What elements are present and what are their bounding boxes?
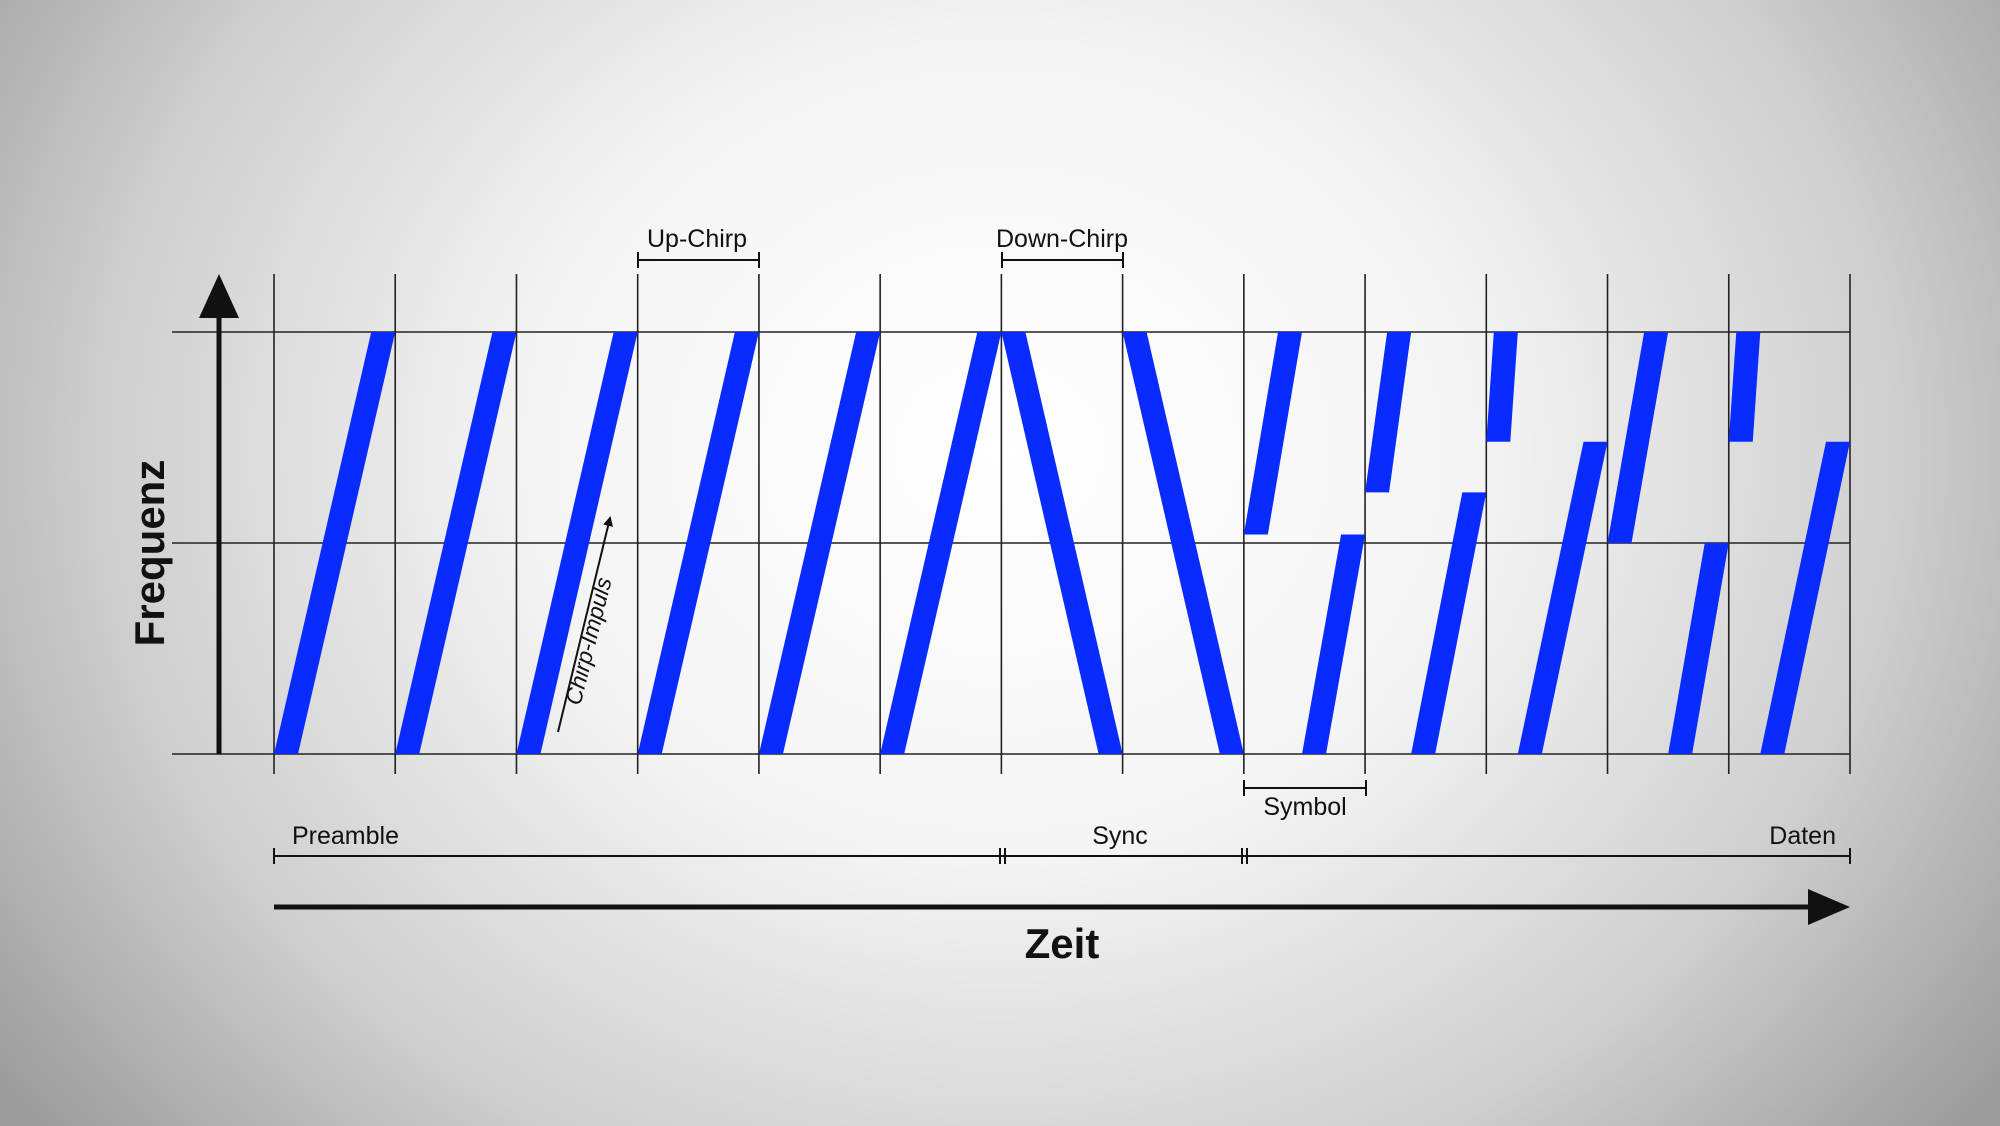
daten-label: Daten [1769, 822, 1836, 850]
down-chirp-band [1122, 332, 1244, 754]
down-chirp-label: Down-Chirp [996, 225, 1128, 253]
data-chirp-band-lower [1517, 441, 1608, 754]
data-chirp-band-lower [1411, 492, 1487, 754]
data-chirp-band-upper [1365, 332, 1412, 493]
time-axis-label: Zeit [1025, 920, 1100, 967]
preamble-label: Preamble [292, 822, 399, 850]
up-chirp-band [637, 332, 759, 754]
up-chirp-band [758, 332, 881, 754]
down-chirp-band [1001, 332, 1123, 754]
symbol-bracket [1243, 780, 1367, 796]
sync-label: Sync [1092, 822, 1148, 850]
data-chirp-band-upper [1607, 332, 1669, 543]
time-frequency-grid [172, 274, 1851, 774]
up-chirp-band [880, 332, 1002, 754]
data-chirp-band-lower [1760, 441, 1850, 754]
chirp-impuls-arrow [557, 516, 613, 733]
up-chirp-band [395, 332, 517, 754]
time-axis-arrow [274, 889, 1850, 925]
frequency-axis-label: Frequenz [126, 460, 173, 647]
data-chirp-band-upper [1728, 332, 1761, 442]
data-chirp-band-upper [1486, 332, 1518, 442]
data-chirp-band-lower [1668, 543, 1729, 754]
section-brackets [273, 848, 1851, 864]
up-chirp-band [516, 332, 638, 754]
up-chirp-label: Up-Chirp [647, 225, 747, 253]
symbol-label: Symbol [1263, 793, 1346, 821]
frequency-axis-arrow [199, 274, 239, 754]
chirp-signal [274, 332, 1850, 754]
data-chirp-band-upper [1243, 332, 1303, 535]
up-chirp-bracket [637, 252, 760, 268]
up-chirp-band [274, 332, 396, 754]
data-chirp-band-lower [1302, 534, 1366, 754]
down-chirp-bracket [1001, 252, 1124, 268]
